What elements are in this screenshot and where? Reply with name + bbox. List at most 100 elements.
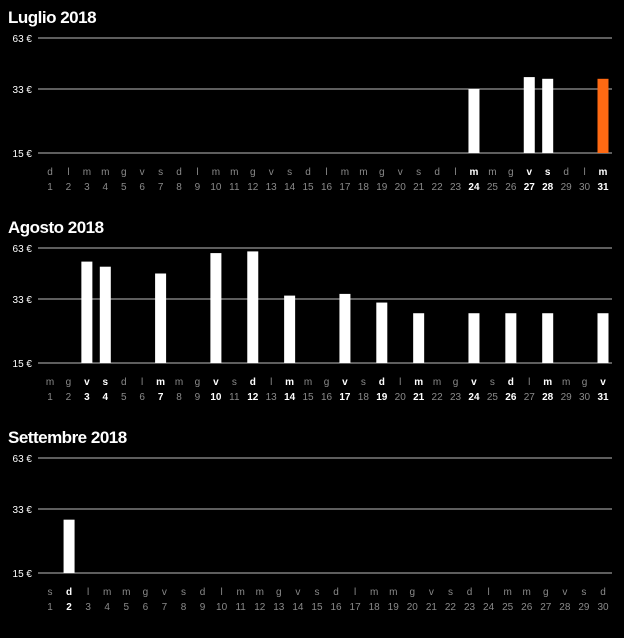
day-number-label[interactable]: 8 (176, 182, 182, 193)
price-bar[interactable] (413, 313, 425, 363)
day-number-label[interactable]: 31 (597, 392, 609, 403)
day-number-label[interactable]: 3 (84, 392, 90, 403)
day-number-label[interactable]: 10 (210, 392, 222, 403)
day-number-label[interactable]: 9 (200, 602, 206, 613)
day-number-label[interactable]: 25 (487, 182, 499, 193)
day-number-label[interactable]: 17 (339, 392, 351, 403)
price-bar[interactable] (247, 251, 259, 363)
day-number-label[interactable]: 30 (597, 602, 609, 613)
day-number-label[interactable]: 18 (358, 182, 370, 193)
price-bar[interactable] (376, 302, 388, 363)
day-number-label[interactable]: 20 (407, 602, 419, 613)
day-number-label[interactable]: 29 (561, 182, 573, 193)
price-bar[interactable] (505, 313, 517, 363)
price-bar[interactable] (523, 77, 535, 153)
day-number-label[interactable]: 5 (123, 602, 129, 613)
day-number-label[interactable]: 27 (524, 392, 536, 403)
day-number-label[interactable]: 12 (254, 602, 266, 613)
day-number-label[interactable]: 14 (284, 392, 296, 403)
day-number-label[interactable]: 28 (559, 602, 571, 613)
day-number-label[interactable]: 23 (464, 602, 476, 613)
day-number-label[interactable]: 14 (292, 602, 304, 613)
day-number-label[interactable]: 22 (432, 182, 444, 193)
price-bar[interactable] (597, 313, 609, 363)
day-number-label[interactable]: 28 (542, 182, 554, 193)
day-number-label[interactable]: 3 (84, 182, 90, 193)
day-number-label[interactable]: 13 (273, 602, 285, 613)
price-bar[interactable] (284, 295, 296, 363)
day-number-label[interactable]: 17 (350, 602, 362, 613)
day-number-label[interactable]: 22 (432, 392, 444, 403)
day-number-label[interactable]: 19 (388, 602, 400, 613)
day-number-label[interactable]: 24 (468, 392, 480, 403)
day-number-label[interactable]: 8 (181, 602, 187, 613)
day-number-label[interactable]: 18 (358, 392, 370, 403)
day-number-label[interactable]: 24 (468, 182, 480, 193)
day-number-label[interactable]: 5 (121, 182, 127, 193)
price-bar[interactable] (468, 313, 480, 363)
day-number-label[interactable]: 2 (66, 182, 72, 193)
day-number-label[interactable]: 16 (321, 392, 333, 403)
day-number-label[interactable]: 10 (216, 602, 228, 613)
day-number-label[interactable]: 30 (579, 182, 591, 193)
day-number-label[interactable]: 6 (139, 392, 145, 403)
price-bar[interactable] (99, 266, 111, 363)
day-number-label[interactable]: 2 (66, 392, 72, 403)
day-number-label[interactable]: 10 (210, 182, 222, 193)
day-number-label[interactable]: 25 (502, 602, 514, 613)
price-bar[interactable] (468, 89, 480, 153)
day-number-label[interactable]: 15 (311, 602, 323, 613)
day-number-label[interactable]: 2 (66, 602, 72, 613)
price-bar[interactable] (155, 273, 167, 364)
day-number-label[interactable]: 4 (103, 182, 109, 193)
day-number-label[interactable]: 18 (369, 602, 381, 613)
day-number-label[interactable]: 29 (578, 602, 590, 613)
day-number-label[interactable]: 6 (139, 182, 145, 193)
day-number-label[interactable]: 11 (229, 392, 240, 403)
day-number-label[interactable]: 27 (540, 602, 552, 613)
day-number-label[interactable]: 23 (450, 182, 462, 193)
day-number-label[interactable]: 29 (561, 392, 573, 403)
day-number-label[interactable]: 4 (104, 602, 110, 613)
price-bar[interactable] (542, 78, 554, 153)
day-number-label[interactable]: 19 (376, 392, 388, 403)
day-number-label[interactable]: 30 (579, 392, 591, 403)
day-number-label[interactable]: 6 (143, 602, 149, 613)
day-number-label[interactable]: 26 (505, 182, 517, 193)
price-bar[interactable] (339, 293, 351, 363)
day-number-label[interactable]: 25 (487, 392, 499, 403)
day-number-label[interactable]: 1 (47, 602, 53, 613)
day-number-label[interactable]: 23 (450, 392, 462, 403)
day-number-label[interactable]: 1 (47, 182, 53, 193)
day-number-label[interactable]: 20 (395, 392, 407, 403)
day-number-label[interactable]: 3 (85, 602, 91, 613)
day-number-label[interactable]: 15 (303, 182, 315, 193)
day-number-label[interactable]: 15 (303, 392, 315, 403)
price-bar[interactable] (81, 261, 93, 363)
day-number-label[interactable]: 21 (413, 182, 425, 193)
day-number-label[interactable]: 12 (247, 182, 259, 193)
day-number-label[interactable]: 1 (47, 392, 53, 403)
day-number-label[interactable]: 11 (235, 602, 246, 613)
day-number-label[interactable]: 27 (524, 182, 536, 193)
price-bar[interactable] (63, 519, 75, 573)
day-number-label[interactable]: 21 (413, 392, 425, 403)
day-number-label[interactable]: 26 (521, 602, 533, 613)
day-number-label[interactable]: 4 (103, 392, 109, 403)
day-number-label[interactable]: 7 (158, 392, 164, 403)
day-number-label[interactable]: 26 (505, 392, 517, 403)
day-number-label[interactable]: 17 (339, 182, 351, 193)
day-number-label[interactable]: 16 (321, 182, 333, 193)
day-number-label[interactable]: 19 (376, 182, 388, 193)
day-number-label[interactable]: 13 (266, 182, 278, 193)
day-number-label[interactable]: 12 (247, 392, 259, 403)
day-number-label[interactable]: 8 (176, 392, 182, 403)
price-bar-selected[interactable] (597, 78, 609, 153)
day-number-label[interactable]: 5 (121, 392, 127, 403)
day-number-label[interactable]: 11 (229, 182, 240, 193)
price-bar[interactable] (210, 253, 222, 363)
day-number-label[interactable]: 14 (284, 182, 296, 193)
day-number-label[interactable]: 21 (426, 602, 438, 613)
day-number-label[interactable]: 31 (597, 182, 609, 193)
day-number-label[interactable]: 7 (158, 182, 164, 193)
